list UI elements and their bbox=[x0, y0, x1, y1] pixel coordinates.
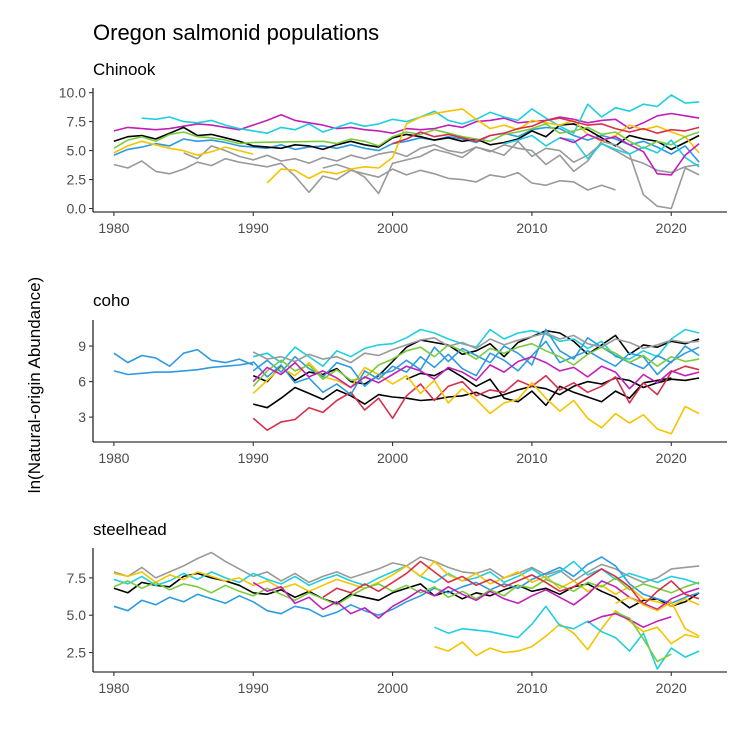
series-line-13 bbox=[615, 611, 672, 663]
series-group bbox=[113, 328, 700, 435]
series-line-12 bbox=[252, 332, 700, 364]
series-line-11 bbox=[392, 117, 700, 145]
x-tick-label: 2010 bbox=[516, 220, 547, 236]
y-axis-label: ln(Natural-origin Abundance) bbox=[25, 277, 44, 493]
x-tick-label: 1990 bbox=[238, 680, 269, 696]
series-line-11 bbox=[252, 342, 700, 387]
y-tick-label: 5.0 bbox=[67, 607, 87, 623]
series-line-13 bbox=[559, 133, 700, 176]
series-line-6 bbox=[113, 577, 700, 606]
series-line-5 bbox=[113, 157, 616, 194]
series-line-6 bbox=[252, 365, 700, 432]
panel-title: coho bbox=[93, 291, 130, 310]
series-line-8 bbox=[322, 560, 700, 606]
x-tick-label: 2020 bbox=[656, 680, 687, 696]
series-line-10 bbox=[113, 123, 700, 150]
series-line-7 bbox=[252, 580, 700, 620]
series-line-12 bbox=[615, 596, 700, 637]
series-line-1 bbox=[113, 348, 254, 368]
series-line-10 bbox=[434, 605, 700, 670]
y-tick-label: 6 bbox=[78, 374, 86, 390]
x-tick-label: 2000 bbox=[377, 450, 408, 466]
series-line-3 bbox=[113, 123, 700, 151]
x-tick-label: 1980 bbox=[98, 450, 129, 466]
figure-title: Oregon salmonid populations bbox=[93, 20, 379, 45]
series-line-7 bbox=[183, 140, 700, 174]
y-tick-label: 7.5 bbox=[67, 114, 87, 130]
y-tick-label: 2.5 bbox=[67, 172, 87, 188]
series-line-9 bbox=[434, 609, 700, 657]
x-tick-label: 2020 bbox=[656, 220, 687, 236]
series-line-5 bbox=[113, 560, 700, 608]
x-tick-label: 2000 bbox=[377, 680, 408, 696]
chart-panels: Chinook 1980 1990 2000 2010 2020 0.0 2.5 5.0 7.5 1… bbox=[59, 60, 727, 696]
series-line-12 bbox=[503, 134, 700, 168]
series-line-3 bbox=[113, 556, 700, 618]
y-tick-label: 5.0 bbox=[67, 143, 87, 159]
y-tick-label: 0.0 bbox=[67, 201, 87, 217]
x-tick-label: 1990 bbox=[238, 450, 269, 466]
panel-title: Chinook bbox=[93, 60, 156, 79]
panel-2: coho 1980 1990 2000 2010 2020 3 6 9 bbox=[78, 291, 727, 466]
series-group bbox=[113, 94, 700, 210]
series-line-11 bbox=[587, 612, 672, 629]
series-line-7 bbox=[252, 361, 700, 435]
series-line-3 bbox=[253, 377, 700, 409]
series-line-2 bbox=[113, 361, 254, 376]
y-tick-label: 10.0 bbox=[59, 85, 86, 101]
panel-3: steelhead 1980 1990 2000 2010 2020 2.5 5.0 7.5 bbox=[67, 520, 727, 696]
x-tick-label: 1980 bbox=[98, 220, 129, 236]
series-line-13 bbox=[252, 355, 700, 390]
series-line-9 bbox=[252, 340, 700, 396]
series-group bbox=[113, 551, 700, 670]
panel-title: steelhead bbox=[93, 520, 167, 539]
y-tick-label: 3 bbox=[78, 409, 86, 425]
series-line-1 bbox=[113, 112, 700, 134]
x-tick-label: 2000 bbox=[377, 220, 408, 236]
x-tick-label: 2010 bbox=[516, 680, 547, 696]
x-tick-label: 2020 bbox=[656, 450, 687, 466]
x-tick-label: 1990 bbox=[238, 220, 269, 236]
panel-1: Chinook 1980 1990 2000 2010 2020 0.0 2.5 5.0 7.5 1… bbox=[59, 60, 727, 236]
series-line-6 bbox=[322, 140, 700, 210]
series-line-8 bbox=[266, 108, 700, 184]
x-tick-label: 1980 bbox=[98, 680, 129, 696]
series-line-2 bbox=[113, 572, 700, 609]
series-line-2 bbox=[113, 126, 700, 163]
y-tick-label: 9 bbox=[78, 338, 86, 354]
series-line-9 bbox=[113, 140, 254, 156]
y-tick-label: 7.5 bbox=[67, 570, 87, 586]
x-tick-label: 2010 bbox=[516, 450, 547, 466]
y-tick-label: 2.5 bbox=[67, 645, 87, 661]
